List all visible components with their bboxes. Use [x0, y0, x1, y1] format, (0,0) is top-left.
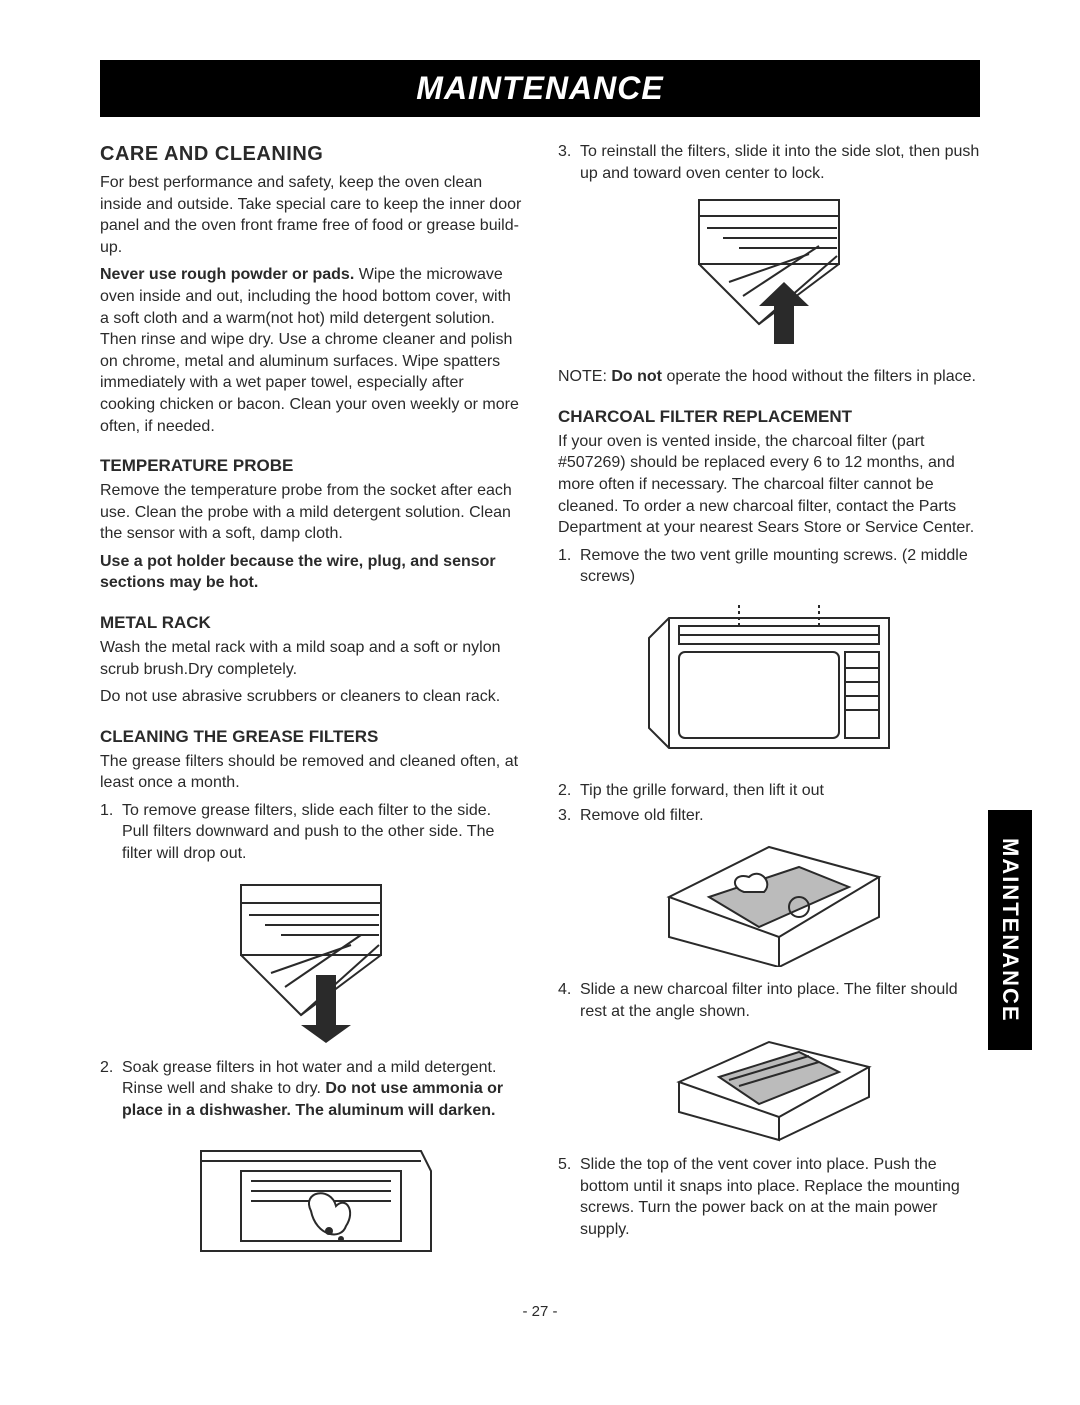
charcoal-step-1: 1. Remove the two vent grille mounting s… — [558, 545, 980, 588]
text: operate the hood without the filters in … — [662, 368, 976, 385]
side-tab-maintenance: MAINTENANCE — [988, 810, 1032, 1050]
para-charcoal-1: If your oven is vented inside, the charc… — [558, 431, 980, 539]
text: Wipe the microwave oven inside and out, … — [100, 266, 519, 434]
figure-vent-screws — [629, 598, 909, 768]
figure-old-filter — [649, 837, 889, 967]
step-number: 2. — [558, 780, 580, 802]
content-columns: CARE AND CLEANING For best performance a… — [100, 141, 980, 1283]
step-text: Remove the two vent grille mounting scre… — [580, 545, 980, 588]
right-column: 3. To reinstall the filters, slide it in… — [558, 141, 980, 1283]
para-temp-2: Use a pot holder because the wire, plug,… — [100, 551, 522, 594]
figure-filter-reinstall — [659, 194, 879, 354]
note-hood-filters: NOTE: Do not operate the hood without th… — [558, 366, 980, 388]
step-number: 5. — [558, 1154, 580, 1240]
figure-filter-remove — [201, 875, 421, 1045]
step-number: 4. — [558, 979, 580, 1022]
charcoal-step-4: 4. Slide a new charcoal filter into plac… — [558, 979, 980, 1022]
para-rack-2: Do not use abrasive scrubbers or cleaner… — [100, 686, 522, 708]
text-bold: Never use rough powder or pads. — [100, 266, 354, 283]
step-text: Soak grease filters in hot water and a m… — [122, 1057, 522, 1122]
figure-new-filter — [659, 1032, 879, 1142]
para-care-1: For best performance and safety, keep th… — [100, 172, 522, 258]
step-number: 3. — [558, 141, 580, 184]
charcoal-step-5: 5. Slide the top of the vent cover into … — [558, 1154, 980, 1240]
para-grease-1: The grease filters should be removed and… — [100, 751, 522, 794]
figure-filter-soak — [181, 1131, 441, 1271]
heading-temp-probe: TEMPERATURE PROBE — [100, 455, 522, 478]
heading-grease-filters: CLEANING THE GREASE FILTERS — [100, 726, 522, 749]
step-text: To remove grease filters, slide each fil… — [122, 800, 522, 865]
step-number: 2. — [100, 1057, 122, 1122]
step-number: 1. — [558, 545, 580, 588]
step-number: 1. — [100, 800, 122, 865]
grease-step-3: 3. To reinstall the filters, slide it in… — [558, 141, 980, 184]
grease-step-1: 1. To remove grease filters, slide each … — [100, 800, 522, 865]
charcoal-step-2: 2. Tip the grille forward, then lift it … — [558, 780, 980, 802]
text: NOTE: — [558, 368, 611, 385]
step-text: Remove old filter. — [580, 805, 980, 827]
para-rack-1: Wash the metal rack with a mild soap and… — [100, 637, 522, 680]
heading-charcoal: CHARCOAL FILTER REPLACEMENT — [558, 406, 980, 429]
para-care-2: Never use rough powder or pads. Wipe the… — [100, 264, 522, 437]
text-bold: Do not — [611, 368, 662, 385]
left-column: CARE AND CLEANING For best performance a… — [100, 141, 522, 1283]
section-title: MAINTENANCE — [100, 60, 980, 117]
para-temp-1: Remove the temperature probe from the so… — [100, 480, 522, 545]
heading-care: CARE AND CLEANING — [100, 141, 522, 168]
page-number: - 27 - — [100, 1303, 980, 1320]
step-text: Slide the top of the vent cover into pla… — [580, 1154, 980, 1240]
step-text: Tip the grille forward, then lift it out — [580, 780, 980, 802]
step-text: To reinstall the filters, slide it into … — [580, 141, 980, 184]
charcoal-step-3: 3. Remove old filter. — [558, 805, 980, 827]
heading-metal-rack: METAL RACK — [100, 612, 522, 635]
step-text: Slide a new charcoal filter into place. … — [580, 979, 980, 1022]
grease-step-2: 2. Soak grease filters in hot water and … — [100, 1057, 522, 1122]
step-number: 3. — [558, 805, 580, 827]
